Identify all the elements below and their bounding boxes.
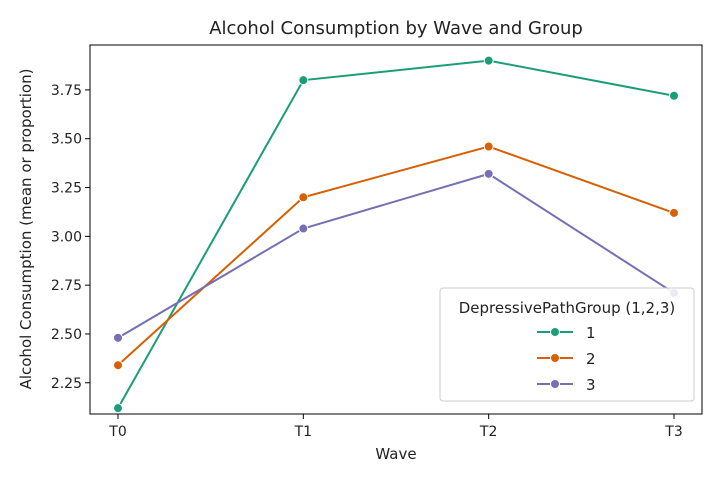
series-2-point (483, 141, 494, 152)
y-tick-label: 3.25 (51, 181, 82, 197)
series-layer (113, 55, 679, 414)
series-2-line (117, 145, 675, 366)
x-tick-label: T2 (479, 424, 497, 440)
y-tick-label: 2.25 (51, 376, 82, 392)
legend-swatch-marker (550, 327, 560, 337)
plot-frame (89, 44, 703, 415)
y-tick-label: 2.50 (51, 327, 82, 343)
y-tick-label: 3.75 (51, 83, 82, 99)
series-2-point (669, 207, 679, 218)
series-1-line (117, 59, 675, 409)
series-1-point (669, 90, 679, 101)
legend-label: 3 (586, 376, 596, 394)
x-axis: T0 T1 T2 T3 (108, 414, 683, 440)
x-axis-title: Wave (375, 445, 416, 463)
series-3-point (113, 332, 123, 343)
legend-swatch-marker (550, 379, 560, 389)
series-2-point (113, 360, 123, 371)
legend-label: 1 (586, 324, 596, 342)
y-tick-label: 3.50 (51, 132, 82, 148)
series-1-point (483, 55, 494, 66)
legend-entries: 1 2 3 (537, 324, 596, 394)
x-tick-label: T1 (294, 424, 312, 440)
y-tick-label: 2.75 (51, 278, 82, 294)
legend-box (439, 287, 695, 402)
series-1-point (298, 75, 309, 86)
y-axis: 2.25 2.50 2.75 3.00 3.25 3.50 3.75 (51, 83, 90, 392)
x-tick-label: T0 (108, 424, 126, 440)
series-3-point (298, 223, 309, 234)
series-1-point (113, 403, 123, 414)
legend-title: DepressivePathGroup (1,2,3) (459, 299, 676, 317)
chart-title: Alcohol Consumption by Wave and Group (209, 18, 583, 39)
legend-swatch-marker (550, 353, 560, 363)
series-3-line (117, 172, 675, 339)
y-tick-label: 3.00 (51, 229, 82, 245)
series-3-point (483, 168, 494, 179)
legend: DepressivePathGroup (1,2,3) 1 2 3 (439, 287, 695, 402)
legend-label: 2 (586, 350, 596, 368)
x-tick-label: T3 (664, 424, 682, 440)
y-axis-title: Alcohol Consumption (mean or proportion) (17, 69, 35, 390)
series-2-point (298, 192, 309, 203)
